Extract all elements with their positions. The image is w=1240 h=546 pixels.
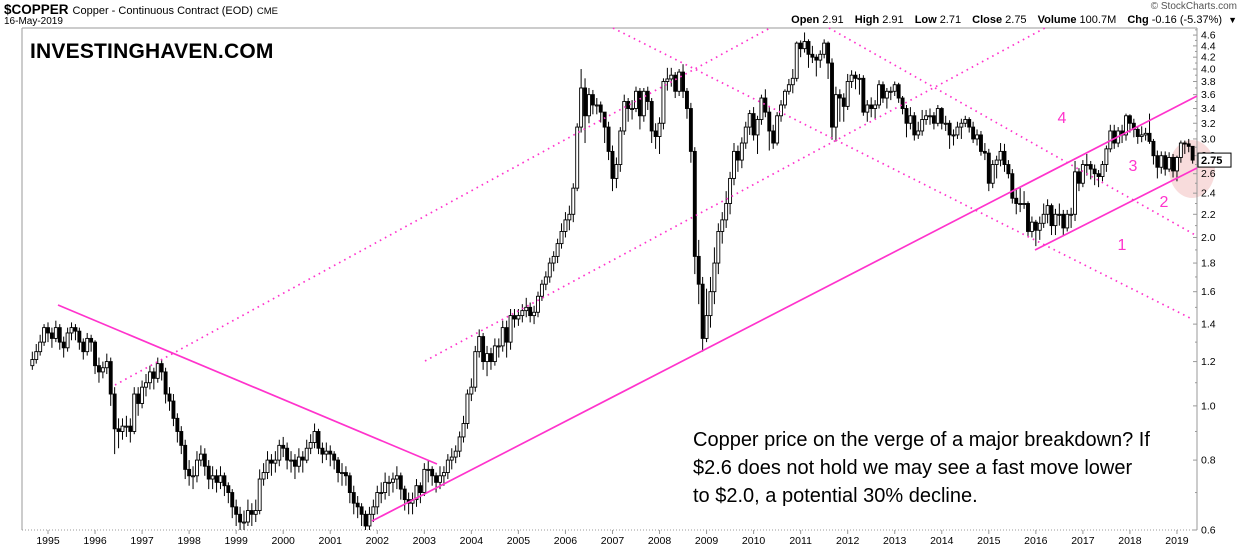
svg-text:1.0: 1.0 <box>1201 400 1216 412</box>
svg-text:2013: 2013 <box>883 535 907 546</box>
quote-summary-row: Open 2.91 High 2.91 Low 2.71 Close 2.75 Volu… <box>791 14 1237 26</box>
svg-text:1999: 1999 <box>224 535 248 546</box>
svg-text:2005: 2005 <box>507 535 531 546</box>
svg-text:1.8: 1.8 <box>1201 258 1216 270</box>
ticker-symbol: $COPPER <box>4 2 69 17</box>
svg-text:2004: 2004 <box>460 535 484 546</box>
callout-line-1: Copper price on the verge of a major bre… <box>693 429 1150 451</box>
trendline-falling-dotted-upper <box>828 27 1198 237</box>
svg-text:0.6: 0.6 <box>1201 525 1216 537</box>
svg-text:4.0: 4.0 <box>1201 64 1216 76</box>
svg-text:2.4: 2.4 <box>1201 188 1216 200</box>
axes: 0.60.81.01.21.41.61.82.02.22.42.62.83.03… <box>21 27 1216 546</box>
svg-text:2006: 2006 <box>554 535 578 546</box>
trendline-long-term-uptrend-support <box>371 95 1198 522</box>
svg-text:2.2: 2.2 <box>1201 209 1216 221</box>
change-down-arrow-icon: ▼ <box>1228 14 1237 25</box>
last-price-tag: 2.75 <box>1197 152 1232 168</box>
high-value: 2.91 <box>882 13 904 26</box>
trendline-rising-channel-support-2016 <box>1034 167 1198 251</box>
svg-text:2017: 2017 <box>1071 535 1095 546</box>
svg-text:1.2: 1.2 <box>1201 356 1216 368</box>
wave-label-3: 3 <box>1129 158 1138 175</box>
svg-text:2.75: 2.75 <box>1201 155 1222 167</box>
svg-text:4.6: 4.6 <box>1201 30 1216 42</box>
svg-text:3.2: 3.2 <box>1201 118 1216 130</box>
chart-title: $COPPER Copper - Continuous Contract (EOD… <box>4 1 278 19</box>
callout-line-2: $2.6 does not hold we may see a fast mov… <box>693 457 1133 479</box>
close-label: Close <box>972 13 1003 26</box>
high-label: High <box>854 13 880 26</box>
callout-line-3: to $2.0, a potential 30% decline. <box>693 485 978 507</box>
wave-label-4: 4 <box>1058 110 1067 127</box>
svg-text:1.4: 1.4 <box>1201 319 1216 331</box>
investinghaven-watermark: INVESTINGHAVEN.COM <box>30 40 274 63</box>
volume-value: 100.7M <box>1079 13 1117 26</box>
svg-text:3.6: 3.6 <box>1201 89 1216 101</box>
svg-text:3.8: 3.8 <box>1201 76 1216 88</box>
svg-text:2011: 2011 <box>789 535 812 546</box>
svg-text:2.6: 2.6 <box>1201 168 1216 180</box>
low-label: Low <box>914 13 937 26</box>
change-value: -0.16 (-5.37%) <box>1151 13 1223 26</box>
wave-label-1: 1 <box>1118 237 1127 254</box>
svg-text:2014: 2014 <box>930 535 954 546</box>
wave-label-2: 2 <box>1160 194 1169 211</box>
svg-text:1.6: 1.6 <box>1201 286 1216 298</box>
wave-labels: 1 2 3 4 <box>1058 110 1169 254</box>
svg-text:2018: 2018 <box>1118 535 1142 546</box>
svg-text:2002: 2002 <box>366 535 390 546</box>
svg-text:2000: 2000 <box>272 535 296 546</box>
svg-text:1996: 1996 <box>83 535 107 546</box>
svg-text:2003: 2003 <box>413 535 437 546</box>
analysis-callout: Copper price on the verge of a major bre… <box>693 426 1150 510</box>
trendlines <box>57 27 1198 522</box>
svg-text:2012: 2012 <box>836 535 860 546</box>
svg-text:3.4: 3.4 <box>1201 103 1216 115</box>
low-value: 2.71 <box>939 13 962 26</box>
svg-text:2.0: 2.0 <box>1201 232 1216 244</box>
svg-text:2015: 2015 <box>977 535 1001 546</box>
svg-text:2016: 2016 <box>1024 535 1048 546</box>
close-value: 2.75 <box>1005 13 1027 26</box>
open-label: Open <box>791 13 820 26</box>
exchange-label: CME <box>256 6 279 17</box>
trendline-downtrend-1995-resistance <box>57 304 438 465</box>
stockcharts-copyright: © StockCharts.com <box>1150 1 1237 12</box>
svg-text:2019: 2019 <box>1165 535 1189 546</box>
chart-date: 16-May-2019 <box>4 16 63 27</box>
svg-text:1997: 1997 <box>130 535 154 546</box>
svg-text:2008: 2008 <box>648 535 672 546</box>
ticker-description: Copper - Continuous Contract (EOD) <box>72 5 253 17</box>
trendline-rising-dotted-mid <box>424 27 1046 362</box>
open-value: 2.91 <box>822 13 844 26</box>
svg-text:3.0: 3.0 <box>1201 133 1216 145</box>
svg-text:1995: 1995 <box>36 535 60 546</box>
svg-text:2009: 2009 <box>695 535 719 546</box>
svg-text:2010: 2010 <box>742 535 766 546</box>
change-label: Chg <box>1127 13 1149 26</box>
volume-label: Volume <box>1037 13 1077 26</box>
svg-text:0.8: 0.8 <box>1201 455 1216 467</box>
svg-text:4.4: 4.4 <box>1201 40 1216 52</box>
svg-text:2007: 2007 <box>601 535 625 546</box>
svg-text:2001: 2001 <box>319 535 343 546</box>
svg-text:4.2: 4.2 <box>1201 52 1216 64</box>
trendline-rising-dotted-upper <box>114 27 771 386</box>
svg-text:1998: 1998 <box>177 535 201 546</box>
candlesticks <box>30 32 1195 530</box>
